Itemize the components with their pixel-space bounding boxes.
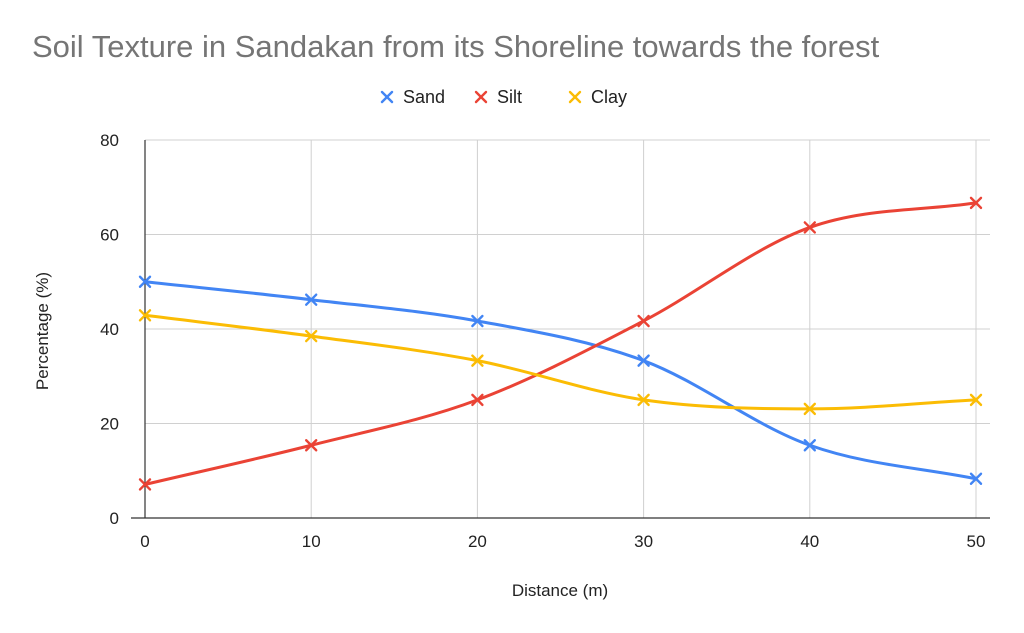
data-point-silt-20 [471, 393, 484, 407]
legend-item-clay[interactable]: Clay [568, 87, 627, 107]
series-clay [138, 309, 983, 416]
legend-label-sand: Sand [403, 87, 445, 107]
x-tick-label: 20 [468, 532, 487, 551]
grid-lines [145, 139, 990, 518]
data-point-sand-10 [305, 293, 318, 306]
y-tick-label: 80 [100, 131, 119, 150]
data-point-sand-30 [637, 354, 650, 367]
series-layer [138, 196, 983, 491]
y-axis-title: Percentage (%) [33, 272, 52, 390]
data-point-clay-10 [305, 329, 318, 343]
x-tick-label: 10 [302, 532, 321, 551]
x-tick-label: 40 [800, 532, 819, 551]
x-axis-ticks: 0 10 20 30 40 50 [140, 532, 985, 551]
data-point-sand-20 [471, 314, 484, 328]
data-point-silt-0 [138, 478, 152, 491]
legend-marker-sand [380, 90, 394, 104]
legend-item-silt[interactable]: Silt [474, 87, 522, 107]
x-tick-label: 0 [140, 532, 149, 551]
data-point-clay-40 [803, 402, 816, 416]
data-point-silt-40 [803, 221, 816, 234]
data-point-clay-30 [637, 393, 650, 407]
x-axis-title: Distance (m) [512, 581, 608, 600]
x-tick-label: 30 [634, 532, 653, 551]
legend-marker-clay [568, 90, 582, 104]
chart-title: Soil Texture in Sandakan from its Shorel… [32, 29, 880, 64]
legend-label-clay: Clay [591, 87, 627, 107]
series-line-clay [143, 313, 978, 411]
series-sand [138, 275, 983, 485]
data-point-clay-50 [969, 393, 983, 407]
legend-label-silt: Silt [497, 87, 522, 107]
series-silt [138, 196, 983, 491]
data-point-silt-10 [305, 439, 318, 452]
series-line-silt [143, 201, 978, 486]
data-point-clay-0 [138, 309, 152, 322]
y-axis-ticks: 0 20 40 60 80 [100, 131, 119, 528]
legend-item-sand[interactable]: Sand [380, 87, 445, 107]
legend-marker-silt [474, 90, 488, 104]
data-point-silt-50 [969, 196, 983, 210]
y-tick-label: 0 [110, 509, 119, 528]
data-point-clay-20 [471, 354, 484, 367]
data-point-silt-30 [637, 314, 650, 328]
chart-legend: Sand Silt Clay [380, 87, 627, 107]
y-tick-label: 60 [100, 226, 119, 245]
y-tick-label: 20 [100, 415, 119, 434]
data-point-sand-40 [803, 439, 816, 452]
series-line-sand [143, 280, 978, 481]
data-point-sand-50 [969, 472, 983, 485]
x-tick-label: 50 [967, 532, 986, 551]
data-point-sand-0 [138, 275, 152, 288]
y-tick-label: 40 [100, 320, 119, 339]
axes [131, 140, 990, 519]
